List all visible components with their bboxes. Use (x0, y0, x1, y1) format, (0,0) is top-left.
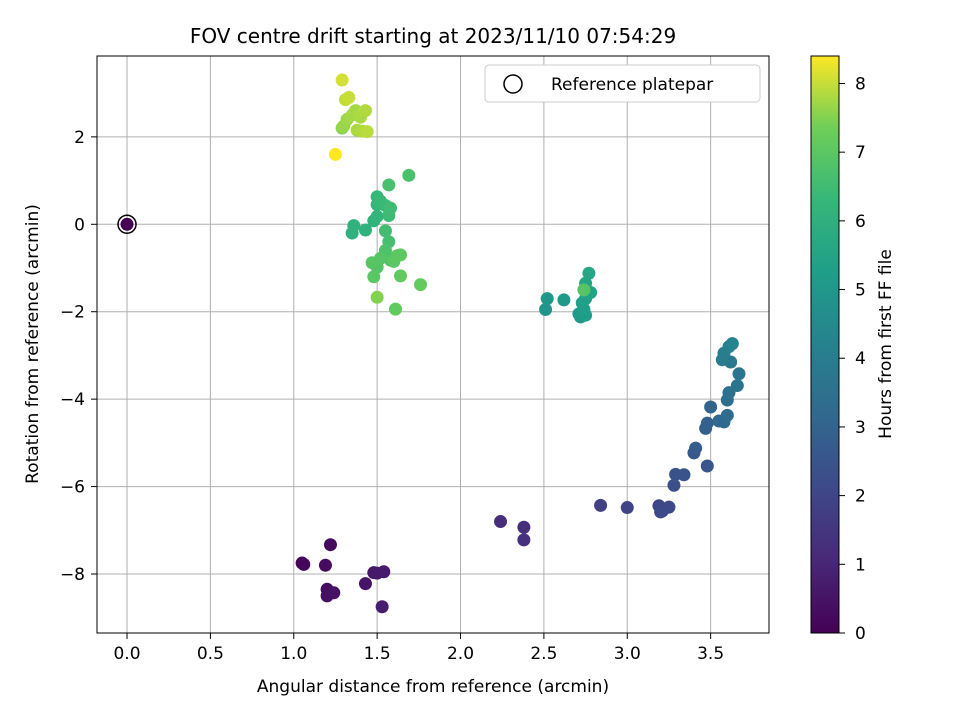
y-tick-label: −4 (60, 390, 85, 410)
data-point (557, 293, 571, 307)
data-point (365, 256, 379, 270)
reference-point (120, 217, 134, 231)
x-tick-label: 2.5 (530, 644, 557, 664)
colorbar-gradient (810, 55, 840, 634)
data-point (328, 147, 342, 161)
data-point (375, 600, 389, 614)
data-point (517, 520, 531, 534)
data-point (318, 558, 332, 572)
x-tick-label: 1.5 (364, 644, 391, 664)
colorbar-tick-label: 1 (855, 555, 866, 575)
colorbar-tick-label: 5 (855, 281, 866, 301)
data-point (494, 515, 508, 529)
reference-marker (117, 214, 137, 235)
colorbar-tick-label: 8 (855, 74, 866, 94)
data-point (377, 565, 391, 579)
data-point (347, 219, 361, 233)
colorbar-ticks: 0 1 2 3 4 5 6 7 8 (839, 74, 866, 644)
data-point (382, 178, 396, 192)
colorbar-label: Hours from first FF file (876, 249, 896, 439)
legend: Reference platepar (484, 64, 761, 103)
data-point (704, 400, 718, 414)
data-points (117, 73, 746, 614)
data-point (358, 577, 372, 591)
data-point (370, 290, 384, 304)
colorbar: 0 1 2 3 4 5 6 7 8 Hours from first FF file (810, 55, 896, 644)
x-tick-label: 0.5 (197, 644, 224, 664)
chart-title: FOV centre drift starting at 2023/11/10 … (190, 24, 676, 48)
x-tick-label: 2.0 (447, 644, 474, 664)
y-tick-label: −2 (60, 303, 85, 323)
data-point (540, 292, 554, 306)
data-point (725, 337, 739, 351)
colorbar-tick-label: 4 (855, 349, 866, 369)
data-point (393, 248, 407, 262)
colorbar-tick-label: 7 (855, 143, 866, 163)
data-point (358, 104, 372, 118)
data-point (700, 416, 714, 430)
data-point (358, 223, 372, 237)
data-point (367, 270, 381, 284)
data-point (700, 459, 714, 473)
x-tick-label: 1.0 (280, 644, 307, 664)
data-point (654, 505, 668, 519)
x-axis-label: Angular distance from reference (arcmin) (257, 677, 609, 697)
x-tick-label: 3.0 (614, 644, 641, 664)
data-point (378, 224, 392, 238)
data-point (594, 498, 608, 512)
colorbar-tick-label: 2 (855, 487, 866, 507)
data-point (388, 302, 402, 316)
data-point (335, 73, 349, 87)
legend-label: Reference platepar (551, 75, 713, 95)
grid-lines (97, 56, 769, 633)
data-point (393, 269, 407, 283)
x-axis-ticks: 0.0 0.5 1.0 1.5 2.0 2.5 3.0 3.5 (113, 633, 724, 664)
data-point (327, 586, 341, 600)
data-point (732, 367, 746, 381)
data-point (677, 468, 691, 482)
data-point (297, 557, 311, 571)
data-point (689, 441, 703, 455)
data-point (620, 501, 634, 515)
data-point (577, 283, 591, 297)
x-tick-label: 3.5 (697, 644, 724, 664)
data-point (667, 478, 681, 492)
y-tick-label: 2 (74, 128, 85, 148)
y-tick-label: 0 (74, 215, 85, 235)
data-point (720, 408, 734, 422)
data-point (413, 278, 427, 292)
data-point (360, 125, 374, 139)
y-tick-label: −8 (60, 565, 85, 585)
data-point (342, 91, 356, 105)
legend-marker (503, 74, 523, 94)
data-point (383, 201, 397, 215)
data-point (402, 168, 416, 182)
data-point (370, 209, 384, 223)
x-tick-label: 0.0 (113, 644, 140, 664)
colorbar-tick-label: 6 (855, 212, 866, 232)
plot-frame (96, 55, 770, 634)
colorbar-tick-label: 3 (855, 418, 866, 438)
y-tick-label: −6 (60, 478, 85, 498)
data-point (730, 379, 744, 393)
data-point (582, 266, 596, 280)
data-point (539, 303, 553, 317)
data-point (323, 538, 337, 552)
legend-box (484, 64, 761, 103)
data-point (517, 533, 531, 547)
y-axis-ticks: 2 0 −2 −4 −6 −8 (60, 128, 97, 585)
colorbar-tick-label: 0 (855, 624, 866, 644)
y-axis-label: Rotation from reference (arcmin) (23, 204, 43, 484)
